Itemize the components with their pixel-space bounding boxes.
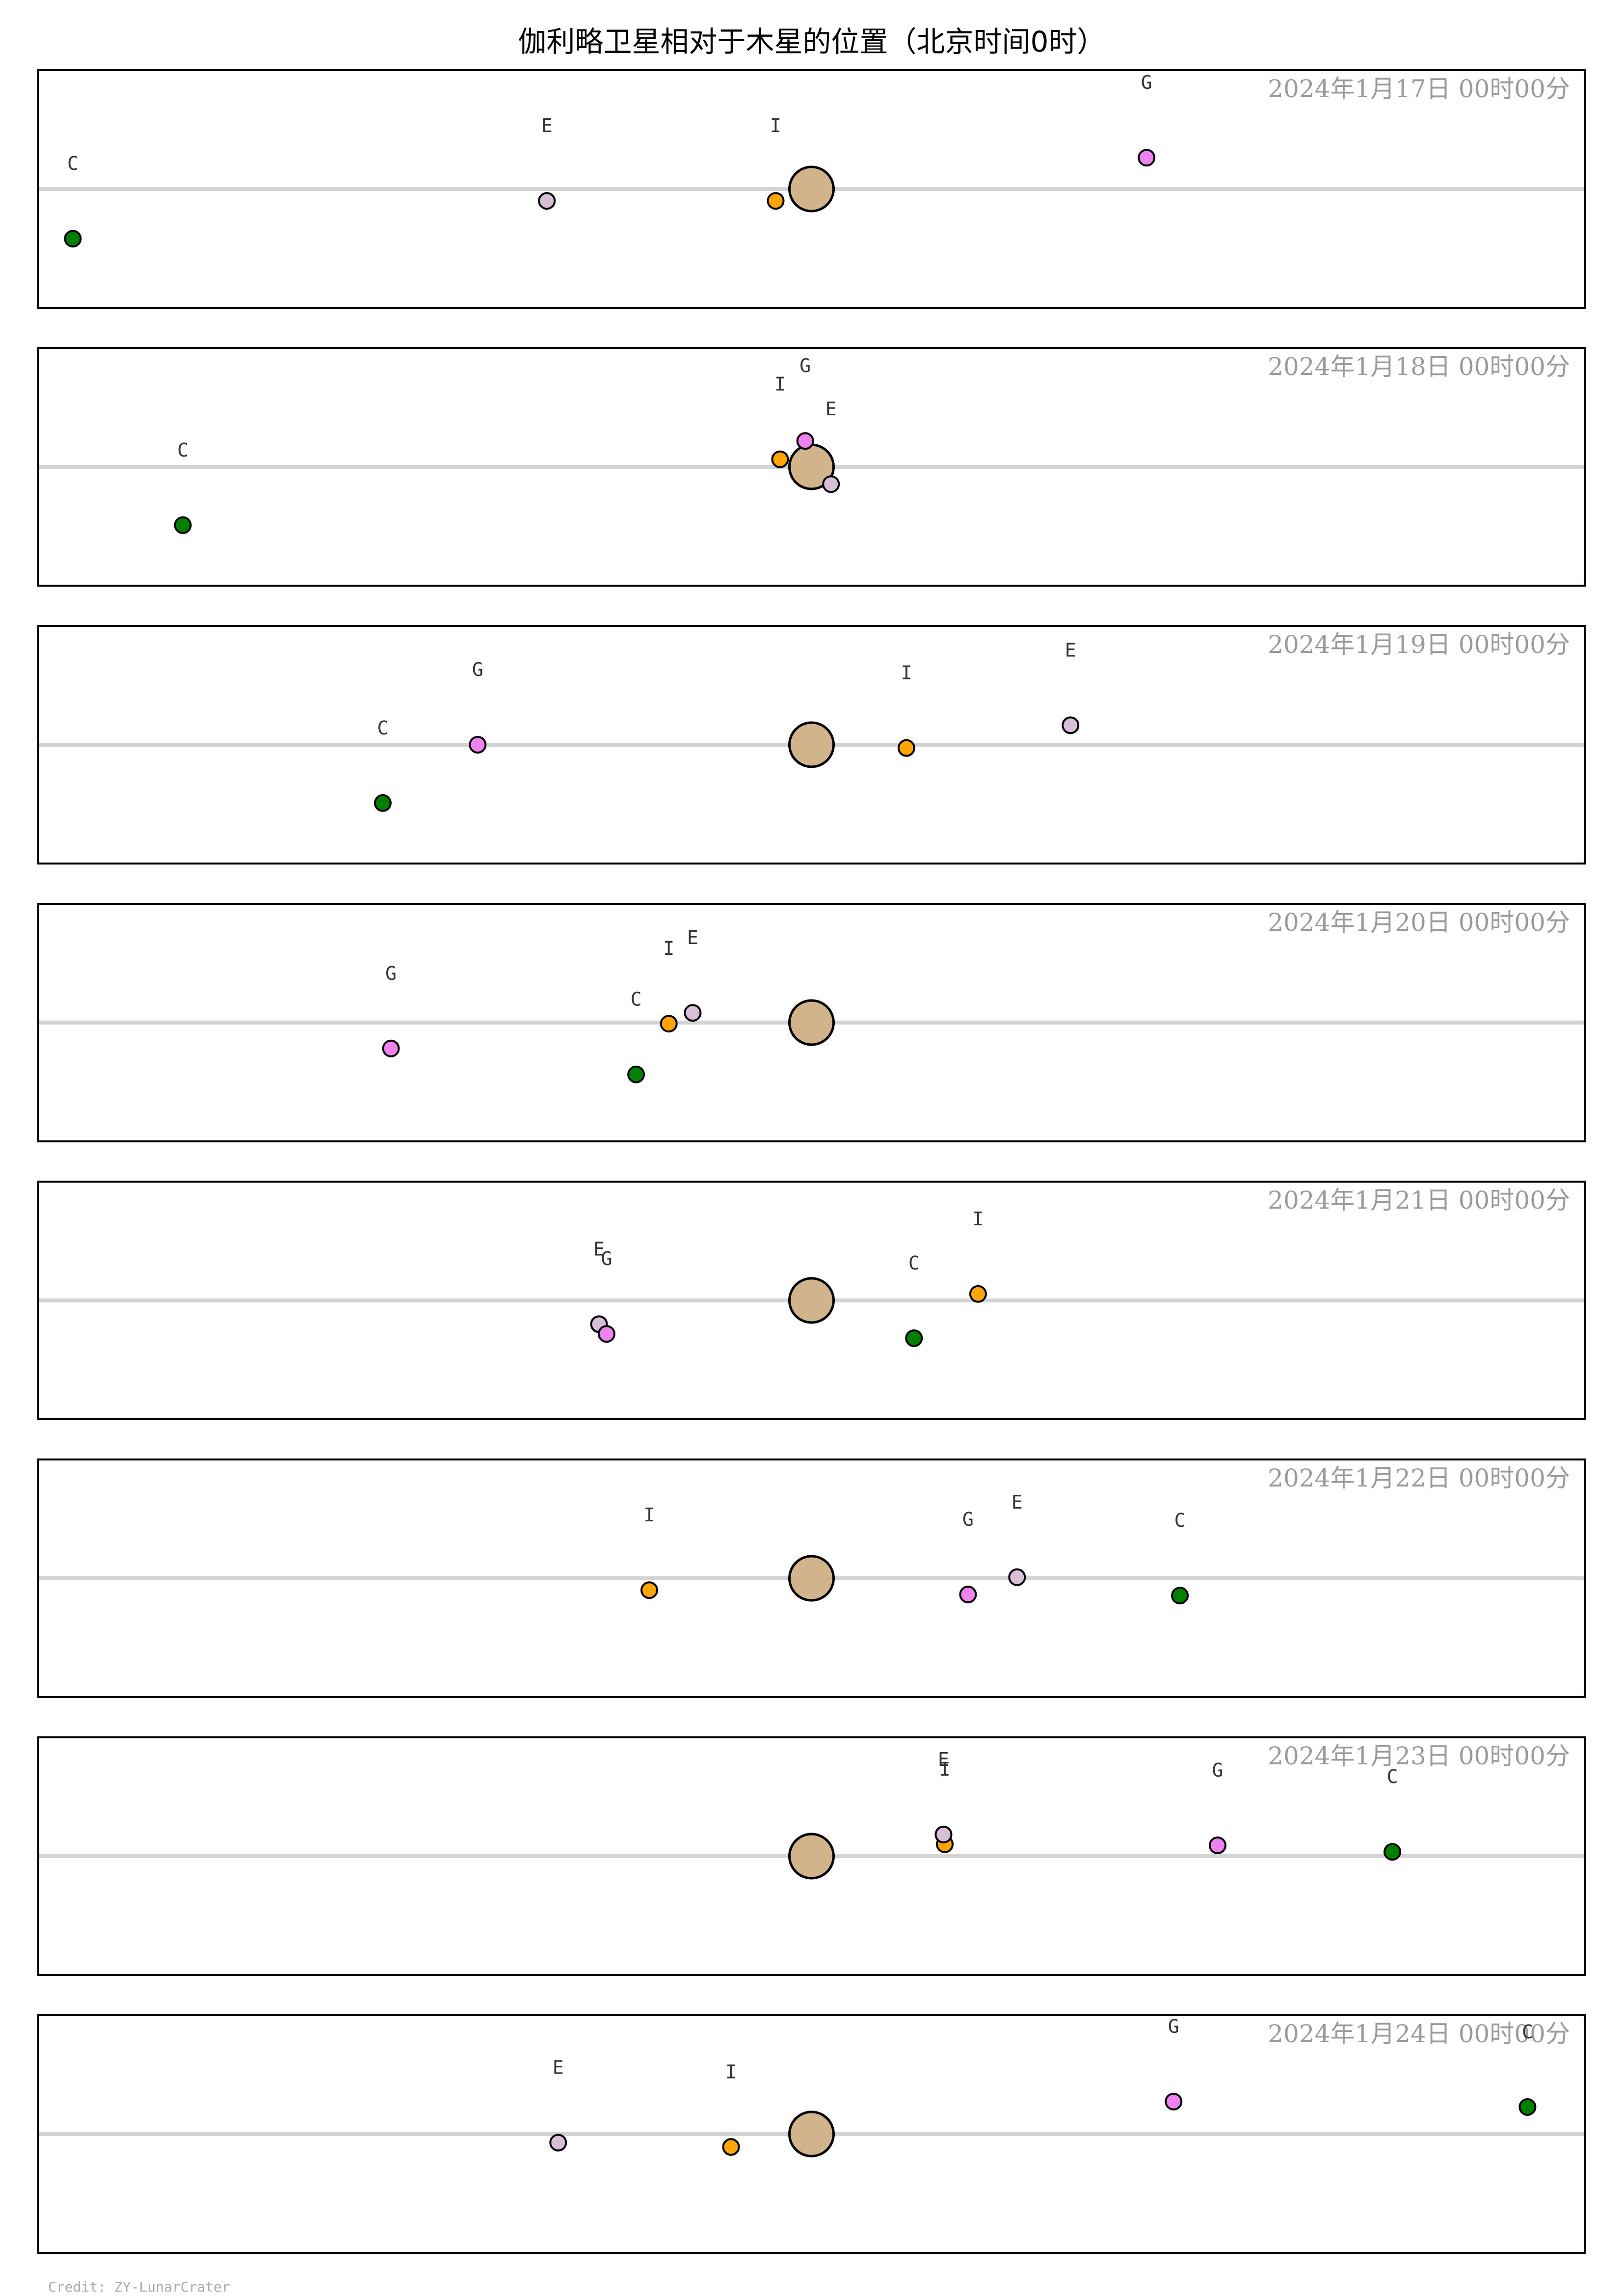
moon-label-C: C: [67, 153, 79, 174]
moon-label-E: E: [593, 1238, 605, 1260]
moon-marker-E: [1062, 716, 1080, 734]
panel-frame: [37, 903, 1586, 1142]
moon-label-I: I: [774, 374, 786, 395]
moon-marker-G: [382, 1039, 400, 1057]
panel-date-label: 2024年1月20日 00时00分: [1268, 908, 1570, 937]
moon-marker-G: [796, 432, 814, 450]
moon-marker-C: [1384, 1843, 1402, 1861]
panel-frame: [37, 1736, 1586, 1976]
panel-frame: [37, 2014, 1586, 2254]
moon-label-G: G: [1212, 1759, 1224, 1781]
moon-marker-C: [1518, 2098, 1537, 2116]
panel-date-label: 2024年1月18日 00时00分: [1268, 352, 1570, 381]
panel-5: 2024年1月21日 00时00分 I EG C: [37, 1181, 1586, 1420]
moon-marker-I: [969, 1285, 987, 1303]
moon-label-I: I: [644, 1504, 655, 1526]
moon-marker-I: [767, 192, 785, 210]
panel-frame: [37, 347, 1586, 587]
moon-label-C: C: [177, 439, 188, 461]
moon-marker-E: [684, 1004, 702, 1022]
moon-label-I: I: [725, 2061, 737, 2082]
panel-frame: [37, 69, 1586, 309]
moon-marker-E: [822, 475, 840, 493]
moon-label-C: C: [1174, 1510, 1186, 1531]
moon-label-E: E: [553, 2057, 564, 2079]
panel-frame: [37, 1459, 1586, 1698]
panel-3: 2024年1月19日 00时00分 I E G C: [37, 625, 1586, 864]
jupiter-marker: [788, 1833, 835, 1880]
jupiter-marker: [788, 999, 835, 1046]
moon-marker-C: [905, 1329, 923, 1347]
moon-marker-E: [1008, 1568, 1026, 1586]
chart-title: 伽利略卫星相对于木星的位置（北京时间0时）: [518, 25, 1106, 58]
moon-label-G: G: [799, 355, 811, 377]
moon-label-C: C: [1387, 1766, 1398, 1787]
credit-text: Credit: ZY-LunarCrater: [48, 2279, 230, 2295]
moon-marker-G: [1138, 149, 1156, 167]
jupiter-marker: [788, 1555, 835, 1602]
moon-marker-G: [1165, 2093, 1183, 2110]
panel-7: 2024年1月23日 00时00分 IE G C: [37, 1736, 1586, 1976]
moon-marker-C: [64, 230, 82, 248]
moon-marker-I: [771, 450, 789, 468]
moon-marker-C: [174, 516, 192, 534]
moon-marker-I: [640, 1581, 659, 1599]
moon-marker-I: [897, 739, 915, 757]
moon-label-I: I: [972, 1208, 984, 1230]
panel-1: 2024年1月17日 00时00分 I E G C: [37, 69, 1586, 309]
moon-label-I: I: [939, 1758, 951, 1780]
moon-marker-I: [722, 2138, 740, 2156]
moon-label-I: I: [901, 662, 912, 684]
moon-label-G: G: [1168, 2016, 1179, 2037]
panel-date-label: 2024年1月21日 00时00分: [1268, 1186, 1570, 1215]
moon-label-G: G: [962, 1509, 974, 1530]
panel-frame: [37, 625, 1586, 864]
panel-date-label: 2024年1月24日 00时00分: [1268, 2020, 1570, 2048]
panel-8: 2024年1月24日 00时00分 I E G C: [37, 2014, 1586, 2254]
moon-marker-I: [660, 1015, 678, 1033]
moon-marker-E: [934, 1826, 953, 1843]
jupiter-marker: [788, 1277, 835, 1324]
panel-date-label: 2024年1月17日 00时00分: [1268, 75, 1570, 103]
moon-marker-C: [627, 1065, 645, 1083]
moon-marker-G: [959, 1586, 977, 1603]
moon-label-G: G: [472, 659, 483, 680]
moon-label-C: C: [631, 989, 642, 1010]
moon-marker-E: [549, 2134, 567, 2152]
moon-label-E: E: [1065, 639, 1076, 661]
panel-date-label: 2024年1月22日 00时00分: [1268, 1464, 1570, 1492]
moon-label-G: G: [385, 963, 397, 984]
jupiter-marker: [788, 165, 835, 213]
moon-marker-C: [373, 794, 392, 812]
moon-label-G: G: [1141, 72, 1152, 93]
jupiter-marker: [788, 2110, 835, 2158]
panel-date-label: 2024年1月19日 00时00分: [1268, 630, 1570, 659]
jupiter-marker: [788, 721, 835, 768]
panel-4: 2024年1月20日 00时00分 I E G C: [37, 903, 1586, 1142]
moon-label-E: E: [938, 1749, 949, 1770]
moon-label-E: E: [825, 398, 837, 420]
panel-frame: [37, 1181, 1586, 1420]
moon-marker-E: [538, 192, 556, 210]
moon-label-C: C: [1522, 2021, 1533, 2043]
moon-marker-G: [469, 736, 487, 754]
moon-label-I: I: [663, 938, 674, 959]
moon-label-C: C: [377, 717, 388, 739]
moon-marker-G: [1208, 1837, 1226, 1854]
moon-label-G: G: [601, 1248, 612, 1270]
panel-2: 2024年1月18日 00时00分 I EG C: [37, 347, 1586, 587]
moon-label-E: E: [541, 115, 553, 136]
moon-marker-G: [597, 1325, 615, 1343]
moon-label-C: C: [908, 1252, 920, 1274]
moon-label-E: E: [1011, 1491, 1023, 1513]
moon-label-E: E: [687, 927, 698, 948]
panel-date-label: 2024年1月23日 00时00分: [1268, 1742, 1570, 1770]
moon-marker-C: [1171, 1587, 1189, 1605]
panel-6: 2024年1月22日 00时00分 I E G C: [37, 1459, 1586, 1698]
moon-label-I: I: [770, 115, 781, 136]
